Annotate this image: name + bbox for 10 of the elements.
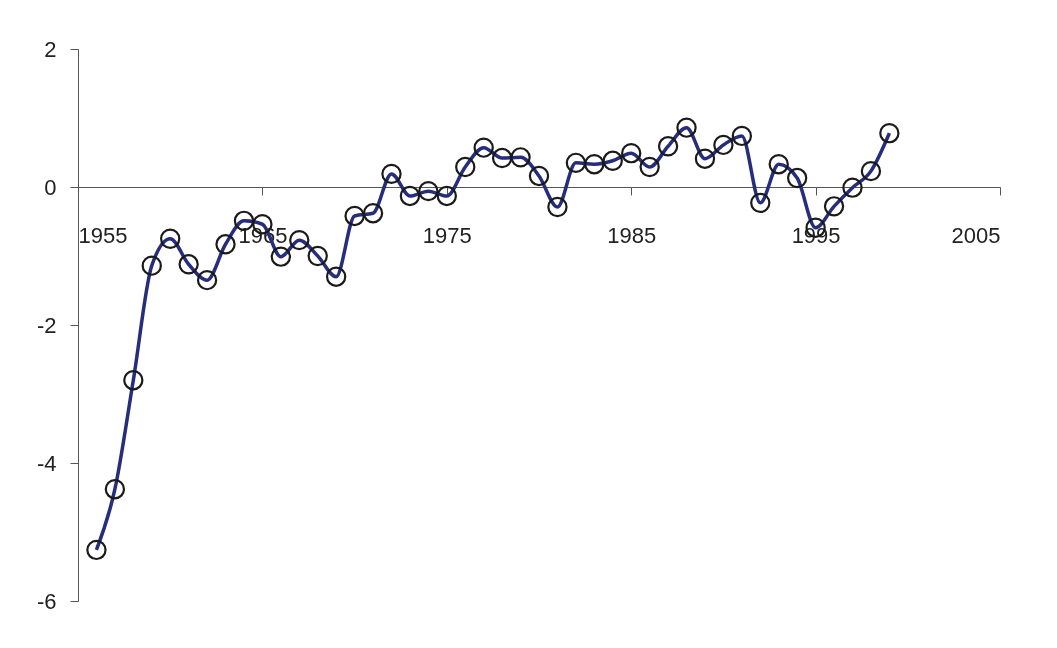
y-tick-label: 0 — [44, 174, 57, 200]
x-tick-label: 1955 — [78, 222, 128, 248]
x-tick-label: 1985 — [607, 222, 657, 248]
y-tick-label: -2 — [36, 312, 57, 338]
y-tick-label: -6 — [36, 588, 57, 614]
x-tick-label: 1995 — [791, 222, 841, 248]
y-tick-label: 2 — [44, 36, 57, 62]
x-tick-label: 2005 — [951, 222, 1001, 248]
x-tick-label: 1975 — [422, 222, 472, 248]
y-tick-label: -4 — [36, 450, 57, 476]
